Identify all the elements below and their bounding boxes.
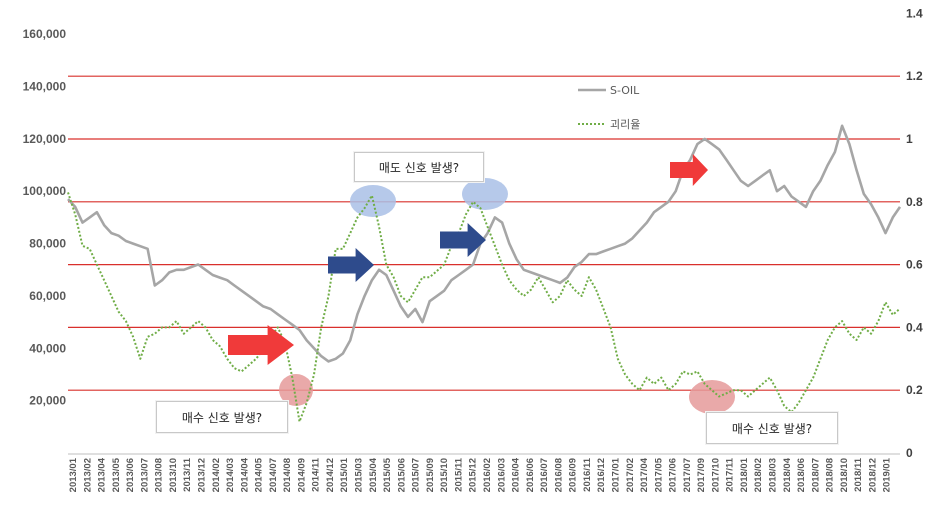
right-tick-label: 0.4 <box>906 320 923 334</box>
x-tick-label: 2018/01 <box>739 457 750 492</box>
x-tick-label: 2016/08 <box>553 458 564 492</box>
buy-signal-callout-2: 매수 신호 발생? <box>706 412 838 444</box>
x-tick-label: 2014/11 <box>311 457 322 492</box>
x-tick-label: 2013/12 <box>196 458 207 492</box>
sell-signal-callout: 매도 신호 발생? <box>354 152 484 182</box>
x-tick-label: 2017/07 <box>682 458 693 492</box>
x-tick-label: 2018/02 <box>753 458 764 492</box>
legend: S-OIL 괴리율 <box>578 84 640 131</box>
x-tick-label: 2017/02 <box>625 458 636 492</box>
left-tick-label: 120,000 <box>23 132 67 146</box>
x-tick-label: 2016/04 <box>511 457 522 492</box>
x-tick-label: 2013/04 <box>97 457 108 492</box>
x-tick-label: 2016/07 <box>539 458 550 492</box>
legend-label: S-OIL <box>610 84 640 97</box>
buy-signal-callout-1: 매수 신호 발생? <box>156 401 288 433</box>
x-tick-label: 2016/06 <box>525 458 536 492</box>
x-tick-label: 2018/03 <box>768 458 779 492</box>
right-tick-label: 0.6 <box>906 258 923 272</box>
x-tick-label: 2015/07 <box>411 458 422 492</box>
x-tick-label: 2014/08 <box>282 458 293 492</box>
x-tick-label: 2015/12 <box>468 458 479 492</box>
left-tick-label: 60,000 <box>29 289 66 303</box>
signal-arrows <box>228 154 708 365</box>
x-tick-label: 2014/02 <box>211 458 222 492</box>
x-tick-label: 2017/05 <box>653 457 664 492</box>
x-tick-label: 2015/05 <box>382 457 393 492</box>
x-axis-ticks: 2013/01 2013/02 2013/04 2013/05 2013/06 2013/… <box>68 457 893 492</box>
left-axis-ticks: 160,000 140,000 120,000 100,000 80,000 60,000… <box>23 27 67 407</box>
right-tick-label: 1 <box>906 132 913 146</box>
reference-lines <box>68 75 900 391</box>
x-tick-label: 2015/11 <box>453 457 464 492</box>
left-tick-label: 160,000 <box>23 27 67 41</box>
x-tick-label: 2015/04 <box>368 457 379 492</box>
x-tick-label: 2017/09 <box>696 458 707 492</box>
x-tick-label: 2018/04 <box>782 457 793 492</box>
left-tick-label: 140,000 <box>23 80 67 94</box>
x-tick-label: 2014/09 <box>296 458 307 492</box>
x-tick-label: 2017/11 <box>725 457 736 492</box>
buy-arrow-1 <box>228 325 294 365</box>
left-tick-label: 20,000 <box>29 394 66 408</box>
x-tick-label: 2014/12 <box>325 458 336 492</box>
x-tick-label: 2017/01 <box>610 457 621 492</box>
buy-signal-circle-1 <box>279 374 313 406</box>
right-tick-label: 0.8 <box>906 195 923 209</box>
x-tick-label: 2016/11 <box>582 457 593 492</box>
right-tick-label: 1.2 <box>906 69 923 83</box>
sell-arrow-2 <box>440 223 486 257</box>
x-tick-label: 2013/11 <box>182 457 193 492</box>
x-tick-label: 2016/02 <box>482 458 493 492</box>
right-tick-label: 0.2 <box>906 383 923 397</box>
x-tick-label: 2015/10 <box>439 458 450 492</box>
x-tick-label: 2014/05 <box>254 457 265 492</box>
right-tick-label: 0 <box>906 446 913 460</box>
buy-arrow-2 <box>670 154 708 186</box>
legend-label: 괴리율 <box>610 118 640 131</box>
x-tick-label: 2013/08 <box>154 458 165 492</box>
x-tick-label: 2015/06 <box>396 458 407 492</box>
sell-signal-circle-2 <box>462 178 508 210</box>
x-tick-label: 2014/07 <box>268 458 279 492</box>
x-tick-label: 2016/03 <box>496 458 507 492</box>
x-tick-label: 2019/01 <box>882 457 893 492</box>
x-tick-label: 2013/05 <box>111 457 122 492</box>
x-tick-label: 2018/11 <box>853 457 864 492</box>
x-tick-label: 2014/03 <box>225 458 236 492</box>
x-tick-label: 2013/01 <box>68 457 79 492</box>
signal-circles <box>279 178 735 414</box>
x-tick-label: 2016/09 <box>568 458 579 492</box>
right-axis-ticks: 1.4 1.2 1 0.8 0.6 0.4 0.2 0 <box>906 6 923 460</box>
x-tick-label: 2018/08 <box>825 458 836 492</box>
sell-arrow-1 <box>328 248 374 282</box>
left-tick-label: 80,000 <box>29 237 66 251</box>
x-tick-label: 2018/10 <box>839 458 850 492</box>
ratio-series-line <box>67 192 901 423</box>
x-tick-label: 2013/02 <box>82 458 93 492</box>
x-tick-label: 2018/12 <box>867 458 878 492</box>
right-tick-label: 1.4 <box>906 6 923 20</box>
buy-signal-circle-2 <box>689 380 735 414</box>
x-tick-label: 2013/07 <box>139 458 150 492</box>
left-tick-label: 40,000 <box>29 341 66 355</box>
x-tick-label: 2014/04 <box>239 457 250 492</box>
x-tick-label: 2017/10 <box>710 458 721 492</box>
x-tick-label: 2015/09 <box>425 458 436 492</box>
series-lines <box>67 124 902 423</box>
x-tick-label: 2015/01 <box>339 457 350 492</box>
left-tick-label: 100,000 <box>23 184 67 198</box>
x-tick-label: 2013/10 <box>168 458 179 492</box>
x-tick-label: 2018/07 <box>810 458 821 492</box>
x-tick-label: 2013/06 <box>125 458 136 492</box>
x-tick-label: 2017/06 <box>668 458 679 492</box>
x-tick-label: 2017/04 <box>639 457 650 492</box>
x-tick-label: 2015/03 <box>354 458 365 492</box>
x-tick-label: 2016/12 <box>596 458 607 492</box>
x-tick-label: 2018/06 <box>796 458 807 492</box>
